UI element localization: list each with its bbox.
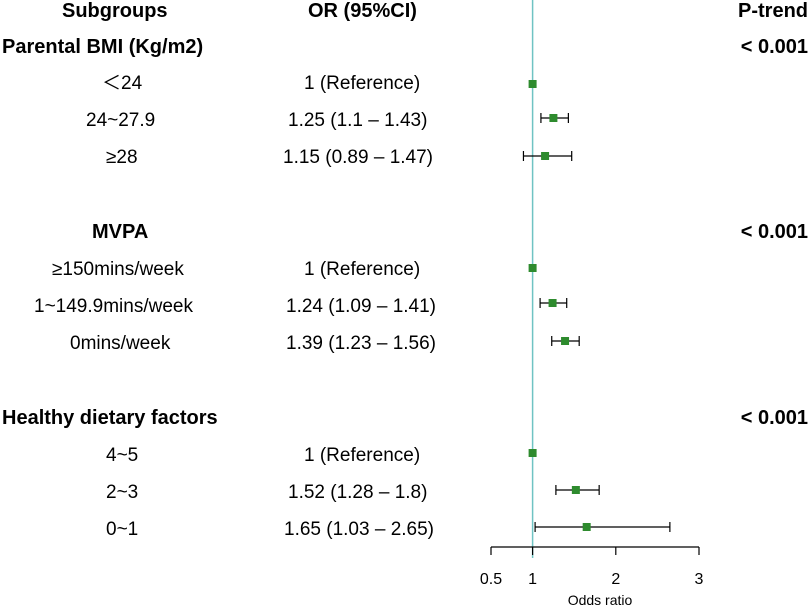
row-or-text: 1.24 (1.09 – 1.41) xyxy=(286,296,436,317)
row-or-text: 1.15 (0.89 – 1.47) xyxy=(283,147,433,168)
or-point-marker xyxy=(561,337,570,345)
row-label: 1~149.9mins/week xyxy=(34,296,193,317)
group-p-trend: < 0.001 xyxy=(740,221,808,243)
x-tick-label: 2 xyxy=(611,571,620,588)
group-title: Parental BMI (Kg/m2) xyxy=(2,36,204,58)
x-tick-label: 3 xyxy=(695,571,704,588)
or-point-marker xyxy=(528,449,537,457)
row-or-text: 1.25 (1.1 – 1.43) xyxy=(288,110,428,131)
row-or-text: 1.65 (1.03 – 2.65) xyxy=(284,519,434,540)
x-tick-label: 0.5 xyxy=(480,571,502,588)
or-point-marker xyxy=(582,523,591,531)
row-or-text: 1.39 (1.23 – 1.56) xyxy=(286,333,436,354)
group-title: MVPA xyxy=(92,221,149,243)
or-point-marker xyxy=(541,152,550,160)
row-or-text: 1 (Reference) xyxy=(304,73,421,94)
x-tick-label: 1 xyxy=(528,571,537,588)
header-p-trend: P-trend xyxy=(738,0,808,22)
or-point-marker xyxy=(528,80,537,88)
row-label: 0mins/week xyxy=(70,333,171,354)
or-point-marker xyxy=(571,486,580,494)
row-or-text: 1 (Reference) xyxy=(304,445,421,466)
x-axis-title: Odds ratio xyxy=(568,592,633,608)
row-label: ＜24 xyxy=(102,73,143,94)
header-subgroups: Subgroups xyxy=(62,0,168,22)
row-label: ≥150mins/week xyxy=(52,259,184,280)
row-label: 0~1 xyxy=(106,519,139,540)
row-label: 4~5 xyxy=(106,445,139,466)
or-point-marker xyxy=(528,264,537,272)
group-p-trend: < 0.001 xyxy=(740,36,808,58)
header-or-ci: OR (95%CI) xyxy=(308,0,417,22)
row-label: 24~27.9 xyxy=(86,110,156,131)
row-label: ≥28 xyxy=(106,147,138,168)
or-point-marker xyxy=(548,299,557,307)
group-p-trend: < 0.001 xyxy=(740,407,808,429)
row-or-text: 1.52 (1.28 – 1.8) xyxy=(288,482,428,503)
row-or-text: 1 (Reference) xyxy=(304,259,421,280)
group-title: Healthy dietary factors xyxy=(2,407,218,429)
row-label: 2~3 xyxy=(106,482,139,503)
or-point-marker xyxy=(549,114,558,122)
